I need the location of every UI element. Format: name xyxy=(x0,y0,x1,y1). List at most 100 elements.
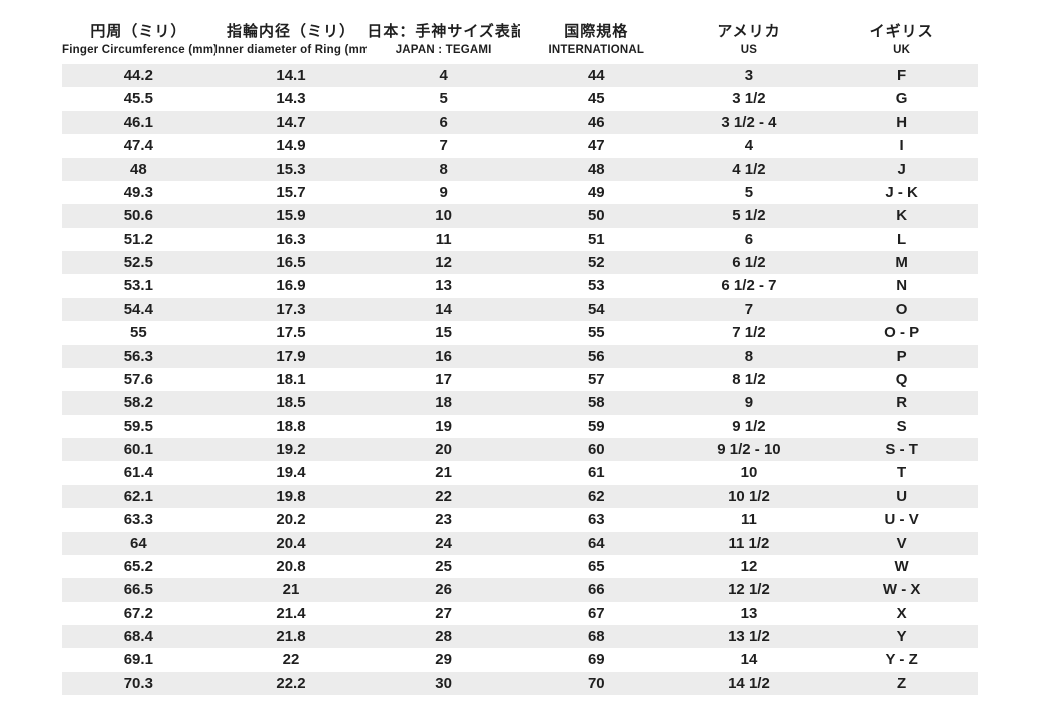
table-cell: 15.9 xyxy=(276,207,306,225)
table-cell: 7 xyxy=(439,137,448,155)
table-cell: U - V xyxy=(884,511,919,529)
table-cell: 20 xyxy=(435,441,452,458)
table-cell: 19.8 xyxy=(276,487,306,505)
table-cell: 45 xyxy=(587,90,605,108)
table-cell: 10 xyxy=(435,207,452,225)
table-cell: R xyxy=(896,394,908,412)
table-cell: 58 xyxy=(587,394,605,412)
table-cell: V xyxy=(896,534,907,552)
table-cell: 70.3 xyxy=(123,674,153,692)
table-cell: 55 xyxy=(129,324,147,342)
table-cell: 61 xyxy=(587,464,605,482)
table-cell: 63 xyxy=(587,511,605,529)
table-cell: 12 xyxy=(435,254,452,271)
table-cell: 14.9 xyxy=(276,137,306,155)
table-cell: K xyxy=(896,207,908,225)
table-row: 65.2 20.8 25 65 12 W xyxy=(62,554,978,579)
column-header-jp: アメリカ xyxy=(717,23,781,40)
table-cell: 28 xyxy=(435,628,452,645)
table-cell: 22 xyxy=(282,651,300,669)
column-header-jp: 指輪内径（ミリ） xyxy=(226,23,355,40)
table-row: 44.2 14.1 4 44 3 F xyxy=(62,64,978,88)
table-cell: 62.1 xyxy=(123,487,153,505)
table-cell: 27 xyxy=(435,604,452,622)
table-cell: 68.4 xyxy=(123,628,153,645)
table-cell: 11 xyxy=(741,511,757,529)
table-cell: G xyxy=(895,90,908,108)
table-cell: 10 1/2 xyxy=(728,487,770,505)
table-cell: 49.3 xyxy=(123,183,153,201)
column-header-inner-diameter: 指輪内径（ミリ） Inner diameter of Ring (mm) xyxy=(215,12,368,64)
table-row: 64 20.4 24 64 11 1/2 V xyxy=(62,531,978,555)
table-cell: 53 xyxy=(587,277,605,295)
table-cell: 17 xyxy=(435,370,452,388)
column-header-en: Inner diameter of Ring (mm) xyxy=(214,44,368,56)
table-cell: 69 xyxy=(587,651,605,669)
column-header-jp: 円周（ミリ） xyxy=(90,23,187,40)
table-row: 58.2 18.5 18 58 9 R xyxy=(62,391,978,415)
table-cell: 9 1/2 xyxy=(732,417,766,435)
ring-size-conversion-table: 円周（ミリ） Finger Circumference (mm) 指輪内径（ミリ… xyxy=(62,12,978,696)
table-cell: F xyxy=(897,67,907,84)
table-row: 47.4 14.9 7 47 4 I xyxy=(62,134,978,158)
column-header-japan: 日本：手神サイズ表記 JAPAN : TEGAMI xyxy=(367,12,520,64)
table-cell: 3 1/2 - 4 xyxy=(721,113,777,131)
table-cell: 14 xyxy=(435,300,452,318)
column-header-en: INTERNATIONAL xyxy=(548,44,645,56)
table-row: 59.5 18.8 19 59 9 1/2 S xyxy=(62,414,978,438)
table-cell: 26 xyxy=(435,581,452,599)
table-row: 45.5 14.3 5 45 3 1/2 G xyxy=(62,87,978,111)
table-row: 52.5 16.5 12 52 6 1/2 M xyxy=(62,251,978,275)
table-cell: 68 xyxy=(587,628,605,645)
table-cell: 19 xyxy=(435,417,452,435)
column-header-circumference: 円周（ミリ） Finger Circumference (mm) xyxy=(62,12,215,64)
table-cell: 48 xyxy=(587,160,605,178)
table-cell: 21.4 xyxy=(276,604,306,622)
table-cell: S - T xyxy=(885,441,918,458)
table-cell: 9 xyxy=(439,183,448,201)
table-cell: 4 xyxy=(439,67,448,84)
table-row: 49.3 15.7 9 49 5 J - K xyxy=(62,180,978,205)
table-row: 48 15.3 8 48 4 1/2 J xyxy=(62,157,978,181)
table-cell: 5 xyxy=(744,183,754,201)
table-cell: 15.3 xyxy=(276,160,306,178)
table-cell: 14 xyxy=(740,651,758,669)
table-cell: 66.5 xyxy=(123,581,153,599)
table-cell: Q xyxy=(895,370,908,388)
table-cell: 59 xyxy=(587,417,605,435)
table-cell: 47 xyxy=(587,137,605,155)
table-cell: 19.2 xyxy=(276,441,306,458)
table-cell: 4 xyxy=(744,137,754,155)
table-cell: 10 xyxy=(740,464,758,482)
column-header-en: UK xyxy=(893,44,911,56)
column-header-us: アメリカ US xyxy=(673,12,826,64)
table-cell: 49 xyxy=(587,183,605,201)
table-cell: Y - Z xyxy=(885,651,918,669)
table-row: 61.4 19.4 21 61 10 T xyxy=(62,461,978,485)
table-cell: 66 xyxy=(587,581,605,599)
table-cell: T xyxy=(897,464,907,482)
column-header-uk: イギリス UK xyxy=(825,12,978,64)
table-cell: M xyxy=(895,254,908,271)
table-header: 円周（ミリ） Finger Circumference (mm) 指輪内径（ミリ… xyxy=(62,12,978,64)
table-cell: 9 xyxy=(744,394,754,412)
table-cell: 12 1/2 xyxy=(728,581,770,599)
table-row: 62.1 19.8 22 62 10 1/2 U xyxy=(62,484,978,509)
table-body: 44.2 14.1 4 44 3 F 45.5 14.3 5 45 3 1/2 G 46.1 14.7 6 4… xyxy=(62,64,978,696)
table-cell: 69.1 xyxy=(123,651,153,669)
table-cell: 6 xyxy=(439,113,448,131)
table-cell: O - P xyxy=(884,324,920,342)
table-cell: 4 1/2 xyxy=(732,160,766,178)
table-row: 56.3 17.9 16 56 8 P xyxy=(62,344,978,368)
table-cell: 63.3 xyxy=(123,511,153,529)
table-cell: 46.1 xyxy=(123,113,153,131)
table-cell: 15.7 xyxy=(276,183,306,201)
table-cell: 21.8 xyxy=(276,628,306,645)
table-cell: 13 1/2 xyxy=(728,628,770,645)
table-cell: 17.3 xyxy=(276,300,306,318)
table-cell: H xyxy=(896,113,908,131)
table-cell: 16.3 xyxy=(276,230,306,248)
table-cell: L xyxy=(897,230,907,248)
table-cell: 16 xyxy=(435,347,452,365)
table-cell: 52 xyxy=(587,254,605,271)
